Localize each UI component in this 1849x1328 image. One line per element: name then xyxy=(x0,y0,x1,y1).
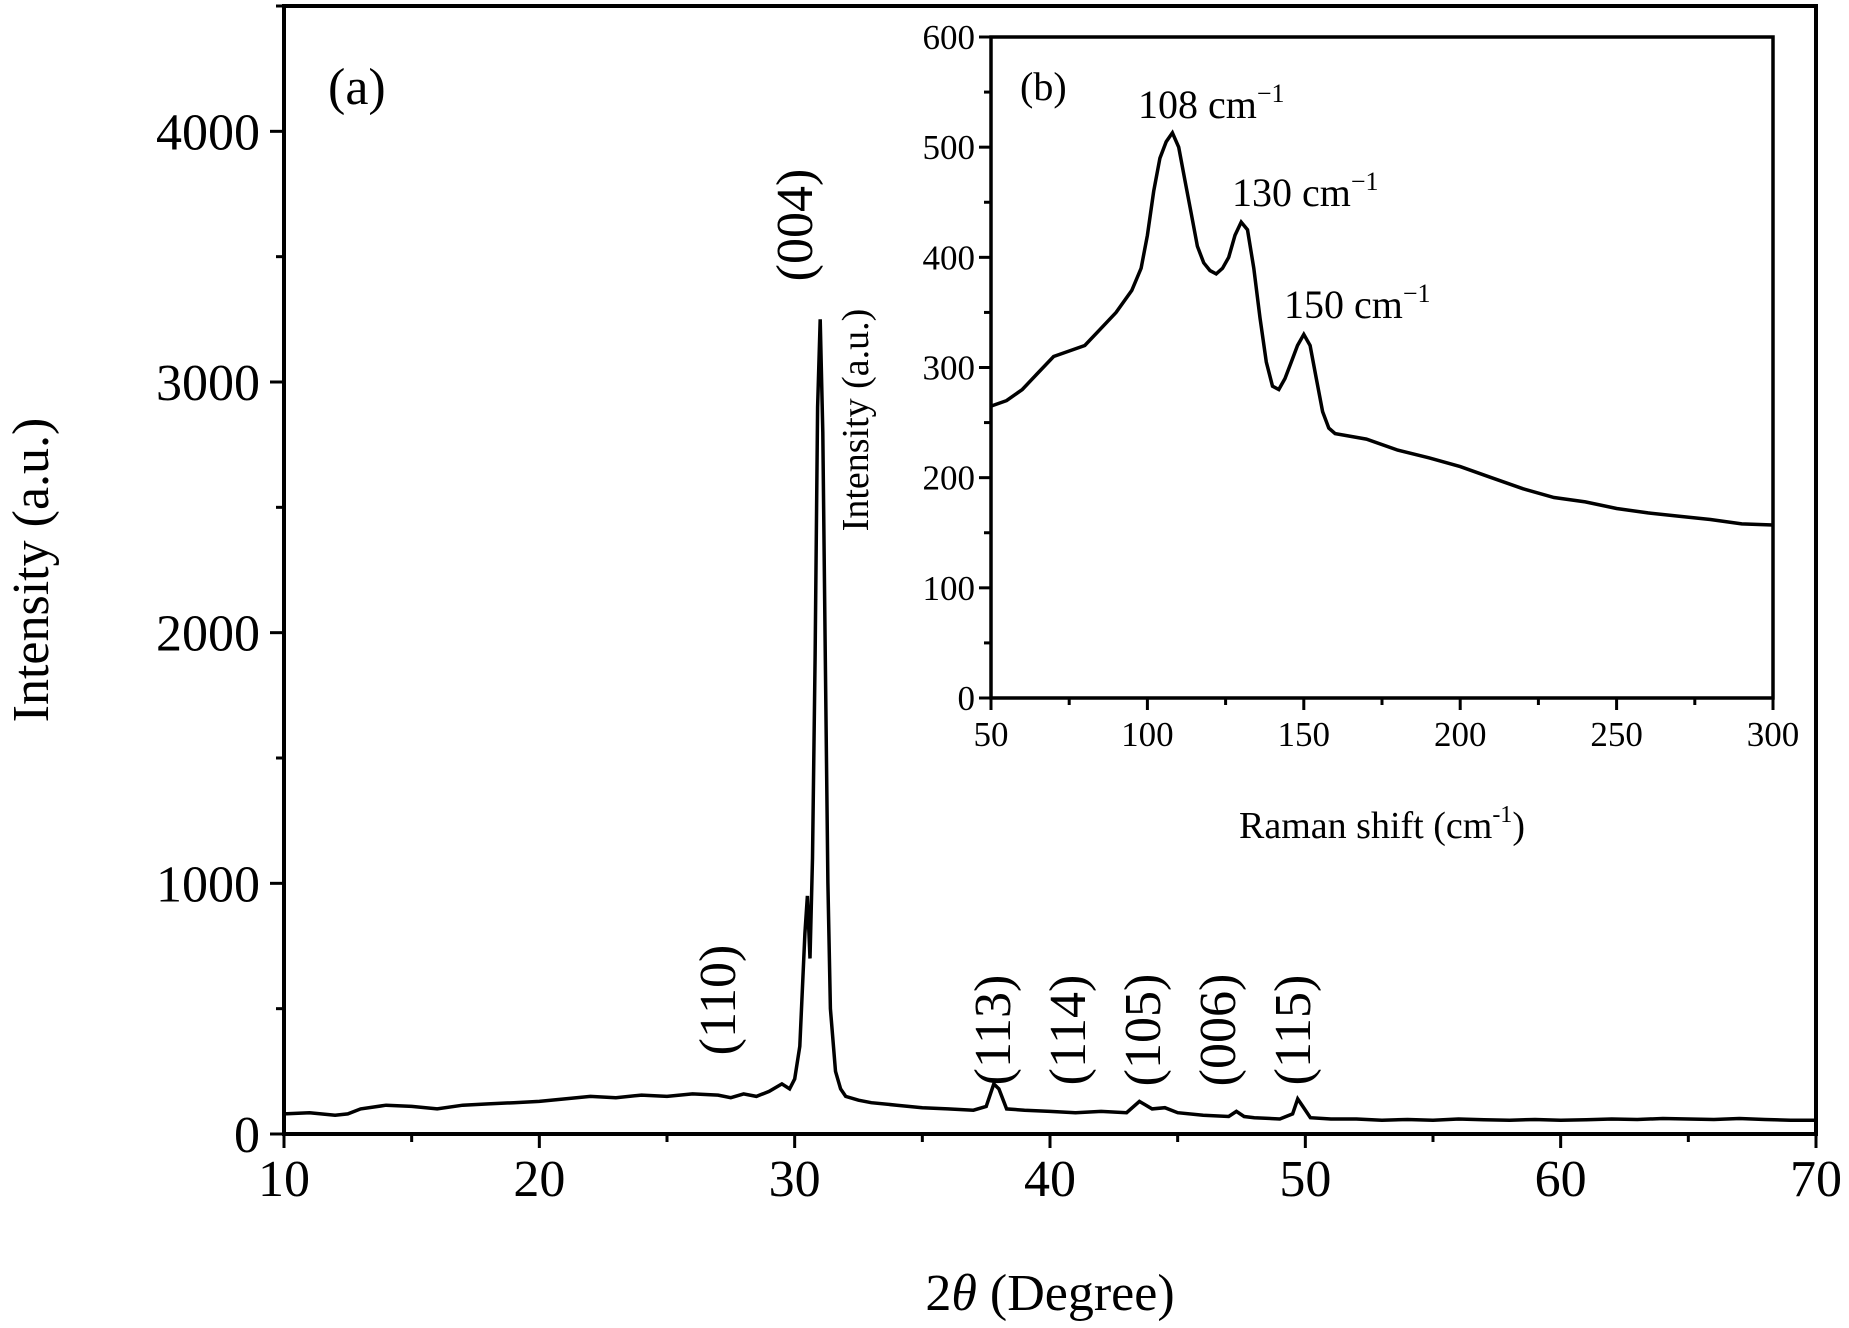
raman-peak-130-main: 130 cm xyxy=(1232,170,1351,215)
raman-x-label-sup: -1 xyxy=(1492,802,1512,828)
b-y-tick-label: 300 xyxy=(923,349,976,388)
peak-label-105: (105) xyxy=(1115,974,1172,1087)
b-x-tick-label: 50 xyxy=(974,715,1009,754)
peak-label-006: (006) xyxy=(1190,974,1247,1087)
panel-a-label: (a) xyxy=(328,59,386,116)
raman-peak-150-label: 150 cm−1 xyxy=(1284,279,1431,327)
panel-a-ticks xyxy=(270,4,1818,1148)
b-x-tick-label: 100 xyxy=(1121,715,1174,754)
panel-b-frame xyxy=(989,35,1775,700)
peak-label-115: (115) xyxy=(1265,975,1322,1086)
raman-peak-108-main: 108 cm xyxy=(1138,82,1257,127)
panel-b-tick-labels: 50 100 150 200 250 300 0 100 200 300 400 500 600 xyxy=(923,18,1800,754)
raman-peak-130-sup: −1 xyxy=(1351,167,1379,196)
a-y-tick-label: 3000 xyxy=(156,355,260,412)
a-x-tick-label: 40 xyxy=(1024,1151,1076,1208)
b-y-tick-label: 500 xyxy=(923,128,976,167)
a-x-tick-label: 60 xyxy=(1535,1151,1587,1208)
raman-peak-108-sup: −1 xyxy=(1257,79,1285,108)
raman-series-line xyxy=(990,129,1774,527)
panel-b-ticks xyxy=(979,35,1775,710)
peak-label-114: (114) xyxy=(1040,975,1097,1086)
b-x-tick-label: 200 xyxy=(1434,715,1487,754)
raman-peak-130-label: 130 cm−1 xyxy=(1232,167,1379,215)
a-x-tick-label: 20 xyxy=(513,1151,565,1208)
peak-label-004: (004) xyxy=(767,169,824,282)
peak-label-110: (110) xyxy=(690,945,747,1056)
raman-x-label-main: Raman shift (cm xyxy=(1239,805,1492,847)
panel-b-label: (b) xyxy=(1020,64,1067,109)
b-x-tick-label: 300 xyxy=(1747,715,1800,754)
x-axis-label-prefix: 2 xyxy=(925,1265,951,1322)
a-x-tick-label: 70 xyxy=(1790,1151,1842,1208)
b-y-tick-label: 600 xyxy=(923,18,976,57)
raman-peak-150-main: 150 cm xyxy=(1284,282,1403,327)
a-y-tick-label: 0 xyxy=(234,1107,260,1164)
panel-a-y-axis-label: Intensity (a.u.) xyxy=(3,418,60,723)
b-y-tick-label: 200 xyxy=(923,459,976,498)
a-x-tick-label: 10 xyxy=(258,1151,310,1208)
raman-x-label-close: ) xyxy=(1512,805,1525,847)
a-y-tick-label: 1000 xyxy=(156,856,260,913)
b-x-tick-label: 250 xyxy=(1590,715,1643,754)
panel-a-x-axis-label: 2θ (Degree) xyxy=(925,1265,1174,1322)
b-x-tick-label: 150 xyxy=(1278,715,1331,754)
raman-peak-108-label: 108 cm−1 xyxy=(1138,79,1285,127)
b-y-tick-label: 100 xyxy=(923,569,976,608)
raman-peak-150-sup: −1 xyxy=(1403,279,1431,308)
a-x-tick-label: 30 xyxy=(769,1151,821,1208)
x-axis-label-theta: θ xyxy=(951,1265,977,1322)
a-x-tick-label: 50 xyxy=(1279,1151,1331,1208)
b-y-tick-label: 400 xyxy=(923,238,976,277)
panel-b-y-axis-label: Intensity (a.u.) xyxy=(835,309,877,532)
peak-label-113: (113) xyxy=(965,975,1022,1086)
panel-b-x-axis-label: Raman shift (cm-1) xyxy=(1239,802,1525,847)
x-axis-label-suffix: (Degree) xyxy=(977,1265,1175,1322)
a-y-tick-label: 4000 xyxy=(156,104,260,161)
a-y-tick-label: 2000 xyxy=(156,606,260,663)
b-y-tick-label: 0 xyxy=(958,679,976,718)
xrd-series-line xyxy=(283,319,1816,1122)
